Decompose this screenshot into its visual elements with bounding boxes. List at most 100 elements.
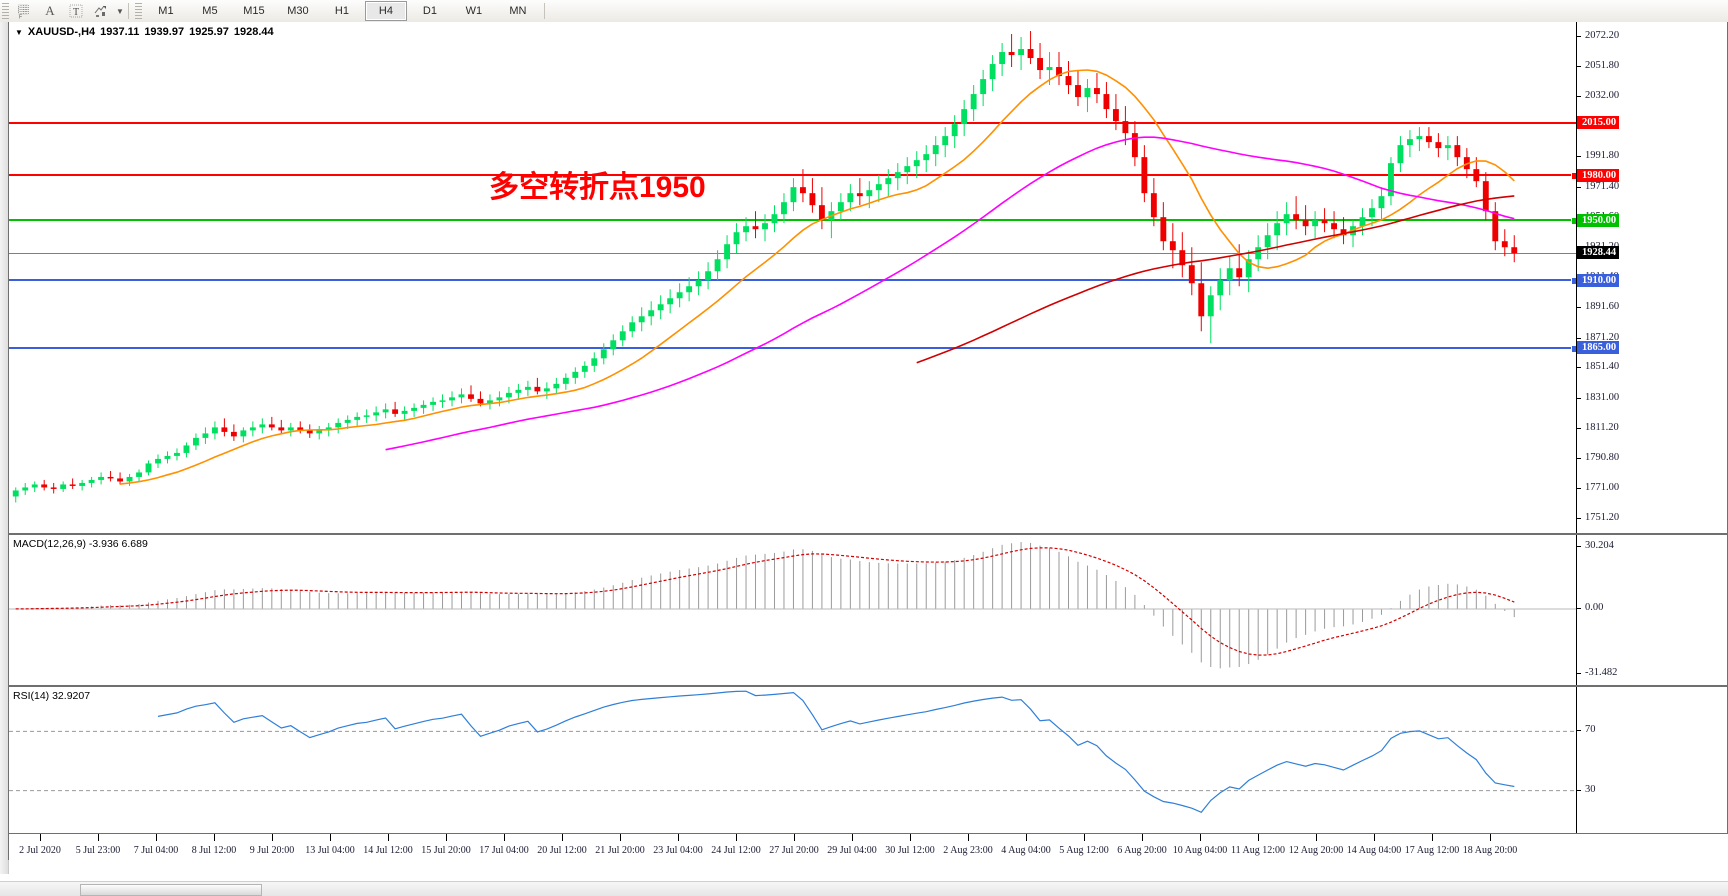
macd-series [9, 542, 1577, 669]
support-1910-tag[interactable]: 1910.00 [1577, 273, 1620, 287]
candlestick-series [12, 31, 1518, 503]
quote-high: 1939.97 [144, 26, 185, 38]
timeframe-m5[interactable]: M5 [202, 5, 218, 17]
support-1865-line[interactable] [9, 346, 1577, 349]
time-tick-label: 7 Jul 04:00 [133, 845, 179, 856]
time-tick [910, 834, 911, 841]
time-tick [156, 834, 157, 841]
time-tick [968, 834, 969, 841]
time-tick [1374, 834, 1375, 841]
timeframe-m1[interactable]: M1 [158, 5, 174, 17]
rsi-plot-area[interactable] [9, 687, 1577, 833]
time-tick [736, 834, 737, 841]
timeframe-grip[interactable] [134, 3, 142, 19]
price-panel[interactable]: 2072.202051.802032.002011.601991.801971.… [8, 22, 1728, 534]
symbol-label: XAUUSD-,H4 [27, 26, 96, 38]
toolbar-grip[interactable] [2, 3, 9, 19]
text-box-icon[interactable]: T [63, 1, 89, 21]
support-1910-handle[interactable] [1571, 277, 1577, 286]
macd-tick-label: 0.00 [1585, 601, 1604, 613]
time-tick [562, 834, 563, 841]
timeframe-h1[interactable]: H1 [334, 5, 349, 17]
pivot-1950-handle[interactable] [1571, 217, 1577, 226]
time-tick [98, 834, 99, 841]
time-tick [272, 834, 273, 841]
current-price-1928-line[interactable] [9, 252, 1577, 254]
timeframe-w1[interactable]: W1 [465, 5, 483, 17]
pivot-1950-line[interactable] [9, 219, 1577, 222]
toolbar-divider [127, 3, 129, 19]
rsi-axis: 70 30 [1576, 687, 1727, 833]
time-tick-label: 2 Jul 2020 [19, 845, 61, 856]
time-tick-label: 6 Aug 20:00 [1117, 845, 1167, 856]
price-plot-area[interactable] [9, 22, 1577, 533]
timeframe-m15[interactable]: M15 [243, 5, 265, 17]
time-tick-label: 12 Aug 20:00 [1288, 845, 1344, 856]
time-tick [1258, 834, 1259, 841]
chart-annotation: 多空转折点1950 [489, 171, 706, 204]
rsi-label: RSI(14) 32.9207 [13, 690, 91, 702]
resistance-1980-tag[interactable]: 1980.00 [1577, 168, 1620, 182]
timeframe-m30[interactable]: M30 [287, 5, 309, 17]
timeframe-d1[interactable]: D1 [422, 5, 437, 17]
time-tick [504, 834, 505, 841]
timeframe-h4[interactable]: H4 [364, 1, 407, 21]
toolbar-divider-2 [543, 3, 545, 19]
time-tick [1200, 834, 1201, 841]
time-tick-label: 11 Aug 12:00 [1230, 845, 1286, 856]
time-tick [1142, 834, 1143, 841]
price-tick-label: 1751.20 [1585, 511, 1620, 523]
time-tick-label: 29 Jul 04:00 [827, 845, 877, 856]
resistance-2015-line[interactable] [9, 121, 1577, 124]
time-tick-label: 9 Jul 20:00 [249, 845, 295, 856]
time-axis[interactable]: 2 Jul 2020 5 Jul 23:00 7 Jul 04:00 8 Jul 12… [8, 834, 1728, 860]
time-tick [620, 834, 621, 841]
macd-plot-area[interactable] [9, 535, 1577, 685]
resistance-1980-handle[interactable] [1571, 172, 1577, 181]
time-tick-label: 13 Jul 04:00 [305, 845, 355, 856]
rsi-tick-label: 70 [1585, 724, 1596, 736]
price-tick-label: 1811.20 [1585, 421, 1619, 433]
objects-icon[interactable] [89, 1, 115, 21]
price-axis[interactable]: 2072.202051.802032.002011.601991.801971.… [1576, 22, 1727, 533]
current-price-1928-tag[interactable]: 1928.44 [1577, 246, 1620, 260]
timeframe-mn[interactable]: MN [509, 5, 527, 17]
time-tick-label: 30 Jul 12:00 [885, 845, 935, 856]
time-tick [794, 834, 795, 841]
time-tick-label: 17 Aug 12:00 [1404, 845, 1460, 856]
time-tick [678, 834, 679, 841]
time-tick-label: 2 Aug 23:00 [943, 845, 993, 856]
text-label-icon[interactable]: A [45, 3, 55, 18]
time-tick [1490, 834, 1491, 841]
chevron-down-icon[interactable]: ▼ [116, 6, 124, 16]
time-tick [1432, 834, 1433, 841]
time-tick-label: 20 Jul 12:00 [537, 845, 587, 856]
price-tick-label: 1790.80 [1585, 452, 1620, 464]
horizontal-scrollbar[interactable] [0, 881, 1728, 896]
macd-panel[interactable]: 30.204 0.00 -31.482 MACD(12,26,9) -3.936 6… [8, 534, 1728, 686]
price-tick-label: 1851.40 [1585, 361, 1620, 373]
time-tick-label: 14 Aug 04:00 [1346, 845, 1402, 856]
time-tick-label: 15 Jul 20:00 [421, 845, 471, 856]
time-tick-label: 24 Jul 12:00 [711, 845, 761, 856]
crosshair-f-icon[interactable]: F [11, 1, 37, 21]
svg-text:F: F [19, 14, 22, 19]
price-tick-label: 2072.20 [1585, 29, 1620, 41]
resistance-1980-line[interactable] [9, 174, 1577, 177]
rsi-panel[interactable]: 70 30 RSI(14) 32.9207 [8, 686, 1728, 834]
support-1910-line[interactable] [9, 279, 1577, 282]
support-1865-handle[interactable] [1571, 344, 1577, 353]
time-tick-label: 4 Aug 04:00 [1001, 845, 1051, 856]
time-tick-label: 23 Jul 04:00 [653, 845, 703, 856]
time-tick-label: 8 Jul 12:00 [191, 845, 237, 856]
price-tick-label: 1771.00 [1585, 481, 1620, 493]
quote-close: 1928.44 [233, 26, 274, 38]
pivot-1950-tag[interactable]: 1950.00 [1577, 213, 1620, 227]
macd-axis: 30.204 0.00 -31.482 [1576, 535, 1727, 685]
scrollbar-thumb[interactable] [80, 884, 262, 896]
price-tick-label: 2051.80 [1585, 60, 1620, 72]
resistance-2015-tag[interactable]: 2015.00 [1577, 116, 1620, 130]
support-1865-tag[interactable]: 1865.00 [1577, 341, 1620, 355]
collapse-icon[interactable]: ▼ [15, 27, 23, 37]
time-tick [1316, 834, 1317, 841]
